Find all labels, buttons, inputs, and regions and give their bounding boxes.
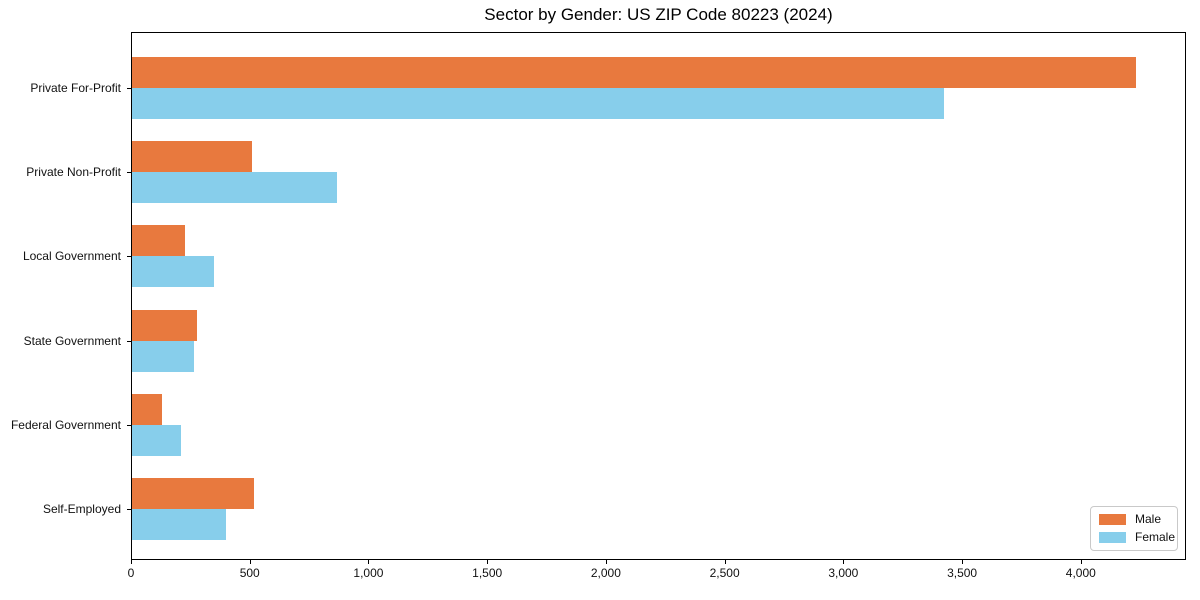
x-tick-mark [724,560,726,564]
x-tick-label-1000: 1,000 [353,566,384,580]
y-tick-label-federal-government: Federal Government [10,417,121,432]
x-tick-mark [1080,560,1082,564]
y-tick-label-local-government: Local Government [22,249,121,264]
bar-female-private-for-profit [132,88,945,119]
bar-female-state-government [132,340,194,372]
legend-swatch-male [1099,514,1126,525]
bar-male-private-for-profit [132,57,1137,88]
bar-female-federal-government [132,424,181,456]
legend: Male Female [1090,506,1178,551]
y-tick-label-self-employed: Self-Employed [42,502,121,516]
bar-male-state-government [132,309,198,341]
legend-label-female: Female [1135,530,1176,544]
y-tick-mark [127,88,131,89]
x-tick-label-2500: 2,500 [709,566,740,580]
x-tick-label-3500: 3,500 [947,566,978,580]
x-tick-label-0: 0 [127,566,135,580]
x-tick-mark [249,560,251,564]
bar-female-self-employed [132,509,226,540]
bar-male-private-non-profit [132,141,252,173]
y-tick-mark [127,340,131,342]
legend-label-male: Male [1135,512,1162,526]
chart-title: Sector by Gender: US ZIP Code 80223 (202… [484,5,833,24]
x-tick-label-3000: 3,000 [828,566,859,580]
x-tick-label-2000: 2,000 [590,566,621,580]
x-tick-mark [487,560,489,564]
x-tick-mark [843,560,845,564]
x-tick-mark [962,560,964,564]
bar-female-private-non-profit [132,172,338,204]
bar-male-local-government [132,225,186,257]
x-tick-mark [605,560,607,564]
x-tick-label-1500: 1,500 [472,566,503,580]
y-tick-mark [127,256,131,258]
bar-male-self-employed [132,478,255,509]
bar-male-federal-government [132,393,162,425]
y-tick-label-state-government: State Government [23,333,121,348]
y-tick-mark [127,172,131,174]
bar-female-local-government [132,256,214,288]
x-tick-label-4000: 4,000 [1065,566,1096,580]
y-tick-mark [127,424,131,426]
y-tick-mark [127,509,131,510]
x-tick-label-500: 500 [239,566,260,580]
x-tick-mark [131,560,132,564]
plot-area [131,32,1186,560]
y-tick-label-private-non-profit: Private Non-Profit [26,165,121,180]
x-tick-mark [368,560,370,564]
legend-swatch-female [1099,532,1126,543]
legend-item-male: Male [1099,513,1169,526]
legend-item-female: Female [1099,531,1175,544]
y-tick-label-private-for-profit: Private For-Profit [30,81,121,95]
